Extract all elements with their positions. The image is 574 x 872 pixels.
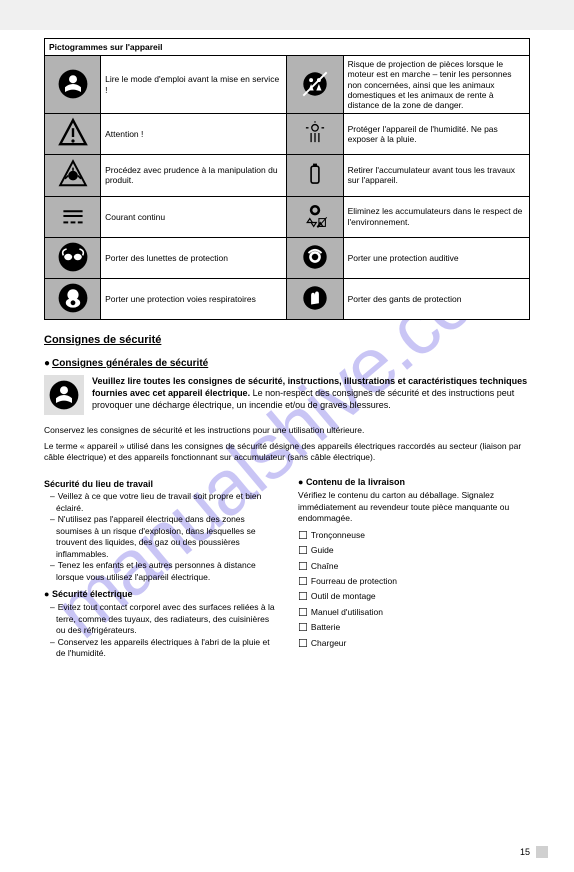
keep-note: Conservez les consignes de sécurité et l… xyxy=(44,425,530,436)
list-item: Fourreau de protection xyxy=(298,575,530,590)
remove-battery-icon xyxy=(287,155,343,196)
checklist-items: Tronçonneuse Guide Chaîne Fourreau de pr… xyxy=(298,529,530,652)
work-safety-list: Veillez à ce que votre lieu de travail s… xyxy=(44,491,276,583)
safety-heading: Consignes de sécurité xyxy=(44,334,530,346)
footer-langbox xyxy=(536,846,548,858)
list-item: Evitez tout contact corporel avec des su… xyxy=(50,602,276,636)
warning-icon xyxy=(45,114,101,155)
list-item: Batterie xyxy=(298,621,530,636)
symbols-table: Pictogrammes sur l'appareil Lire le mode… xyxy=(44,38,530,320)
table-row: Courant continu Eliminez les accumulateu… xyxy=(45,196,530,237)
eye-protection-icon xyxy=(45,237,101,278)
list-item: Conservez les appareils électriques à l'… xyxy=(50,637,276,660)
dc-current-icon xyxy=(45,196,101,237)
left-column: Sécurité du lieu de travail Veillez à ce… xyxy=(44,473,276,665)
work-safety-title: Sécurité du lieu de travail xyxy=(44,479,276,489)
term-note: Le terme « appareil » utilisé dans les c… xyxy=(44,441,530,464)
page-content: Pictogrammes sur l'appareil Lire le mode… xyxy=(0,30,574,666)
list-item: Guide xyxy=(298,544,530,559)
gloves-icon xyxy=(287,278,343,319)
no-rain-icon xyxy=(287,114,343,155)
checklist-desc: Vérifiez le contenu du carton au déballa… xyxy=(298,490,530,524)
checklist-title: Contenu de la livraison xyxy=(298,477,530,487)
ear-protection-icon xyxy=(287,237,343,278)
list-item: Outil de montage xyxy=(298,590,530,605)
list-item: Tenez les enfants et les autres personne… xyxy=(50,560,276,583)
list-item: Veillez à ce que votre lieu de travail s… xyxy=(50,491,276,514)
respiratory-icon xyxy=(45,278,101,319)
caution-handling-icon xyxy=(45,155,101,196)
table-row: Porter une protection voies respiratoire… xyxy=(45,278,530,319)
footer: 15 xyxy=(520,846,548,858)
read-manual-big-icon xyxy=(44,375,84,415)
important-note: Veuillez lire toutes les consignes de sé… xyxy=(44,375,530,415)
list-item: Chargeur xyxy=(298,637,530,652)
read-manual-icon xyxy=(45,56,101,114)
list-item: Chaîne xyxy=(298,560,530,575)
table-title: Pictogrammes sur l'appareil xyxy=(45,39,530,56)
page-number: 15 xyxy=(520,847,530,857)
recycle-icon xyxy=(287,196,343,237)
list-item: Tronçonneuse xyxy=(298,529,530,544)
right-column: Contenu de la livraison Vérifiez le cont… xyxy=(298,473,530,665)
table-row: Porter des lunettes de protection Porter… xyxy=(45,237,530,278)
general-safety-heading: Consignes générales de sécurité xyxy=(44,358,530,369)
list-item: N'utilisez pas l'appareil électrique dan… xyxy=(50,514,276,560)
table-row: Lire le mode d'emploi avant la mise en s… xyxy=(45,56,530,114)
list-item: Manuel d'utilisation xyxy=(298,606,530,621)
table-row: Attention ! Protéger l'appareil de l'hum… xyxy=(45,114,530,155)
elec-safety-title: Sécurité électrique xyxy=(44,589,276,599)
table-row: Procédez avec prudence à la manipulation… xyxy=(45,155,530,196)
elec-safety-list: Evitez tout contact corporel avec des su… xyxy=(44,602,276,659)
bystander-icon xyxy=(287,56,343,114)
